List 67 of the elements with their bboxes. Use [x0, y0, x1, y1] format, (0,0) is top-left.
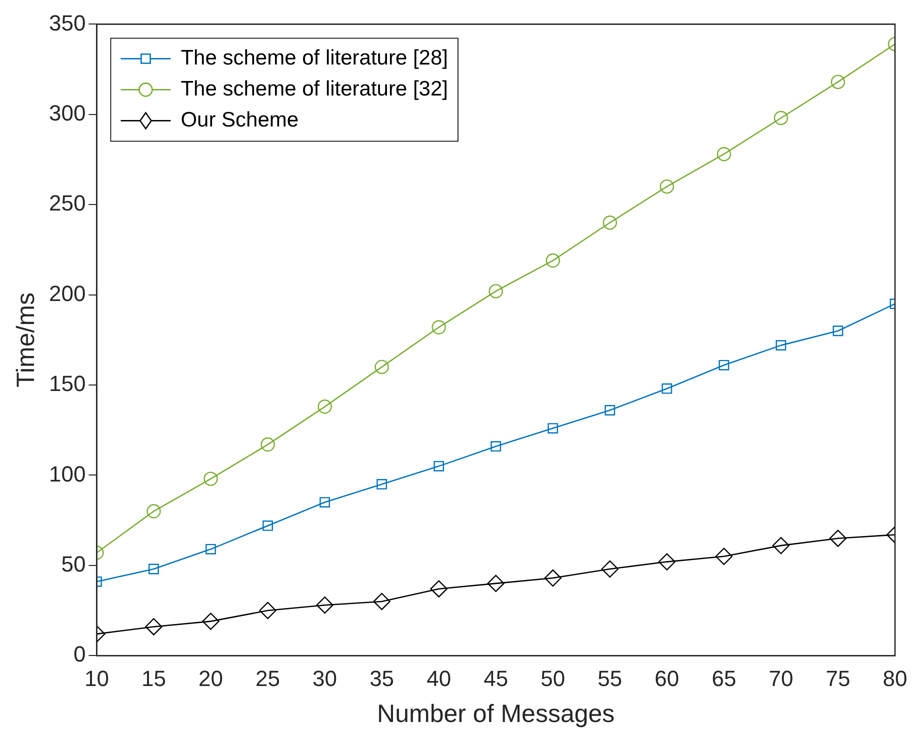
point: [260, 437, 275, 452]
point: [376, 479, 388, 490]
y-tick-label: 300: [48, 100, 86, 126]
x-tick-label: 80: [882, 666, 908, 691]
point: [204, 472, 218, 486]
x-tick-label: 65: [712, 666, 736, 691]
point: [318, 400, 332, 414]
x-axis-title: Number of Messages: [377, 700, 615, 728]
point: [832, 326, 844, 336]
point: [658, 553, 676, 570]
point: [604, 405, 616, 416]
x-tick-label: 25: [256, 666, 280, 691]
point: [148, 564, 159, 574]
y-tick-label: 100: [48, 461, 86, 486]
point: [146, 504, 161, 518]
y-tick-label: 350: [48, 10, 86, 36]
point: [544, 569, 562, 587]
point: [145, 618, 162, 636]
x-tick-label: 30: [312, 666, 338, 691]
x-tick-label: 45: [484, 666, 508, 691]
point: [829, 530, 847, 547]
x-tick-label: 35: [370, 666, 394, 691]
point: [490, 441, 502, 452]
point: [776, 340, 786, 351]
y-tick-label: 250: [48, 190, 86, 216]
legend-label: The scheme of literature [32]: [180, 77, 448, 100]
y-tick-label: 0: [73, 642, 86, 667]
point: [772, 536, 790, 554]
point: [320, 497, 330, 508]
x-tick-label: 10: [84, 666, 109, 691]
point: [373, 592, 390, 610]
point: [716, 146, 732, 162]
legend-label: Our Scheme: [180, 108, 299, 132]
point: [259, 602, 276, 620]
point: [374, 360, 389, 374]
point: [546, 253, 560, 268]
point: [830, 74, 846, 90]
y-tick-label: 200: [48, 280, 86, 306]
x-tick-label: 40: [426, 666, 452, 691]
y-tick-label: 50: [61, 551, 86, 576]
point: [602, 216, 617, 230]
x-tick-label: 60: [654, 666, 680, 691]
point: [206, 544, 216, 554]
y-axis-title: Time/ms: [12, 292, 40, 388]
point: [601, 560, 618, 578]
x-tick-label: 55: [598, 666, 622, 691]
x-tick-label: 15: [141, 666, 166, 691]
x-tick-label: 70: [768, 666, 794, 691]
legend-label: The scheme of literature [28]: [180, 46, 448, 70]
point: [662, 383, 672, 394]
point: [774, 110, 788, 126]
point: [316, 596, 334, 614]
point: [660, 179, 674, 194]
point: [434, 460, 444, 472]
x-tick-label: 75: [826, 666, 850, 691]
y-tick-label: 150: [48, 371, 86, 396]
point: [487, 574, 504, 592]
point: [718, 360, 730, 370]
point: [202, 612, 220, 630]
point: [262, 520, 273, 531]
point: [432, 320, 446, 334]
point: [430, 580, 448, 598]
point: [488, 284, 503, 298]
x-tick-label: 50: [540, 666, 566, 691]
point: [548, 423, 558, 434]
x-tick-label: 20: [198, 666, 223, 691]
point: [715, 548, 733, 565]
